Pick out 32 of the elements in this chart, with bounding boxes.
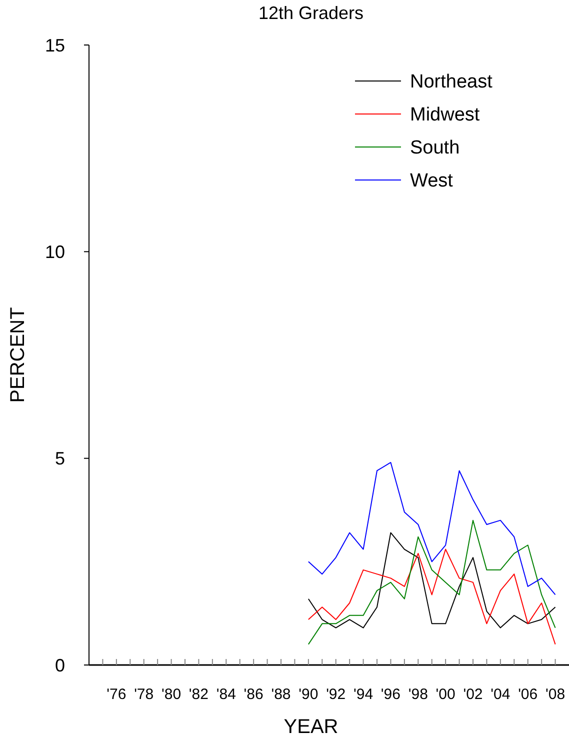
x-tick-label: '88 <box>271 686 291 703</box>
x-axis-title: YEAR <box>284 716 338 738</box>
x-tick-label: '86 <box>244 686 264 703</box>
y-tick-label: 15 <box>44 35 65 56</box>
legend-label: West <box>410 170 454 192</box>
legend-label: Midwest <box>410 104 480 126</box>
x-tick-label: '80 <box>162 686 182 703</box>
x-tick-label: '84 <box>216 686 236 703</box>
x-tick-label: '94 <box>354 686 374 703</box>
line-series <box>308 532 556 628</box>
line-series <box>308 548 556 645</box>
x-tick-label: '02 <box>463 686 483 703</box>
legend-label: Northeast <box>410 72 494 93</box>
y-tick-label: 10 <box>44 242 65 262</box>
x-tick-label: '92 <box>326 686 346 703</box>
line-series <box>308 462 556 596</box>
x-tick-label: '98 <box>408 686 428 703</box>
legend-label: South <box>410 138 460 159</box>
x-tick-label: '06 <box>518 686 538 703</box>
chart-title: 12th Graders <box>258 3 364 23</box>
x-tick-label: '08 <box>546 686 566 703</box>
y-tick-label: 5 <box>54 448 65 469</box>
x-tick-label: '96 <box>380 686 400 703</box>
x-tick-label: '78 <box>134 686 154 703</box>
x-tick-label: '76 <box>106 686 126 703</box>
line-series <box>308 520 556 645</box>
x-tick-label: '00 <box>436 686 456 703</box>
y-axis-title: PERCENT <box>7 307 29 403</box>
x-tick-label: '90 <box>298 686 318 703</box>
y-tick-label: 0 <box>54 655 65 676</box>
x-tick-label: '82 <box>188 686 208 703</box>
x-tick-label: '04 <box>490 686 510 703</box>
